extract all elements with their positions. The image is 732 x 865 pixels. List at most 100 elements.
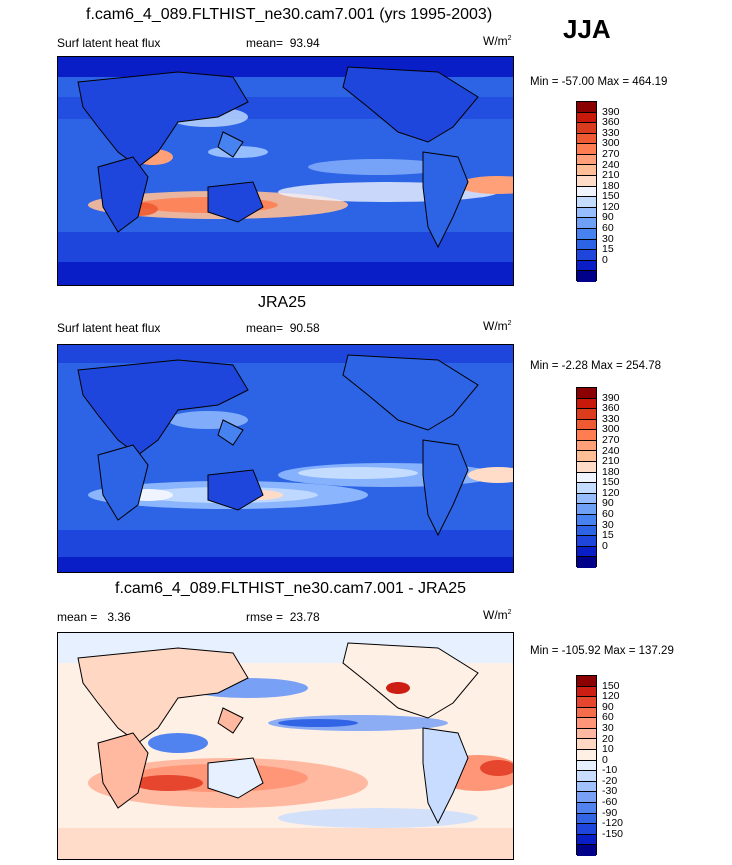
colorbar-swatch bbox=[577, 430, 596, 441]
colorbar-tick-label: 180 bbox=[602, 465, 620, 478]
colorbar-tick-label: 210 bbox=[602, 169, 620, 182]
panel3-mean: mean = 3.36 bbox=[57, 610, 131, 624]
colorbar-swatch bbox=[577, 760, 596, 772]
colorbar-tick-label: 210 bbox=[602, 455, 620, 468]
colorbar-tick-label: 60 bbox=[602, 222, 614, 235]
panel1-units-exp: 2 bbox=[507, 35, 512, 42]
colorbar-swatch bbox=[577, 504, 596, 515]
colorbar-tick-label: 20 bbox=[602, 732, 614, 745]
colorbar-tick-label: 240 bbox=[602, 444, 620, 457]
colorbar-swatch bbox=[577, 557, 596, 568]
colorbar-tick-label: 30 bbox=[602, 518, 614, 531]
colorbar-tick-label: 120 bbox=[602, 200, 620, 213]
colorbar-swatch bbox=[577, 440, 596, 452]
colorbar-swatch bbox=[577, 112, 596, 124]
colorbar-swatch bbox=[577, 409, 596, 420]
panel3-units-exp: 2 bbox=[507, 609, 512, 616]
colorbar-swatch bbox=[577, 260, 596, 272]
colorbar-swatch bbox=[577, 750, 596, 761]
colorbar-swatch bbox=[577, 462, 596, 473]
panel3-map bbox=[57, 632, 514, 860]
panel1-mean: mean= 93.94 bbox=[246, 36, 320, 50]
colorbar-tick-label: 150 bbox=[602, 679, 620, 692]
colorbar-tick-label: 180 bbox=[602, 179, 620, 192]
panel3-title: f.cam6_4_089.FLTHIST_ne30.cam7.001 - JRA… bbox=[115, 580, 466, 597]
panel2-units-exp: 2 bbox=[507, 320, 512, 327]
panel1-variable: Surf latent heat flux bbox=[57, 36, 161, 50]
colorbar-tick-label: 330 bbox=[602, 412, 620, 425]
colorbar-swatch bbox=[577, 813, 596, 825]
colorbar-tick-label: 0 bbox=[602, 253, 608, 266]
colorbar-swatch bbox=[577, 525, 596, 537]
colorbar-swatch bbox=[577, 133, 596, 145]
colorbar-swatch bbox=[577, 536, 596, 547]
panel3-minmax: Min = -105.92 Max = 137.29 bbox=[530, 645, 674, 657]
panel1-minmax: Min = -57.00 Max = 464.19 bbox=[530, 76, 668, 88]
colorbar-tick-label: 30 bbox=[602, 721, 614, 734]
colorbar-tick-label: 330 bbox=[602, 126, 620, 139]
panel2-variable: Surf latent heat flux bbox=[57, 321, 161, 335]
colorbar-swatch bbox=[577, 781, 596, 793]
panel3-units-base: W/m bbox=[483, 608, 508, 622]
colorbar-swatch bbox=[577, 676, 596, 687]
colorbar-tick-label: 270 bbox=[602, 433, 620, 446]
colorbar-swatch bbox=[577, 472, 596, 484]
panel3-rmse-value: 23.78 bbox=[289, 610, 320, 624]
season-label: JJA bbox=[563, 14, 611, 44]
colorbar-tick-label: 15 bbox=[602, 529, 614, 542]
colorbar-tick-label: -150 bbox=[602, 827, 624, 840]
colorbar-tick-label: 10 bbox=[602, 743, 614, 756]
colorbar-swatch bbox=[577, 697, 596, 708]
colorbar-tick-label: -120 bbox=[602, 817, 624, 830]
colorbar-swatch bbox=[577, 834, 596, 846]
colorbar-tick-label: 150 bbox=[602, 190, 620, 203]
colorbar-swatch bbox=[577, 845, 596, 856]
colorbar-swatch bbox=[577, 686, 596, 698]
colorbar-tick-label: 60 bbox=[602, 508, 614, 521]
panel2-units-base: W/m bbox=[483, 319, 508, 333]
colorbar-swatch bbox=[577, 197, 596, 208]
colorbar-tick-label: 0 bbox=[602, 753, 608, 766]
colorbar-swatch bbox=[577, 228, 596, 240]
panel2-units: W/m2 bbox=[483, 319, 512, 333]
colorbar-tick-label: 30 bbox=[602, 232, 614, 245]
colorbar-swatch bbox=[577, 186, 596, 198]
panel3-rmse-label: rmse = bbox=[246, 610, 284, 624]
colorbar-tick-label: -30 bbox=[602, 785, 618, 798]
panel2-mean: mean= 90.58 bbox=[246, 321, 320, 335]
colorbar-swatch bbox=[577, 250, 596, 261]
colorbar-swatch bbox=[577, 398, 596, 410]
colorbar-tick-label: 120 bbox=[602, 690, 620, 703]
colorbar-swatch bbox=[577, 771, 596, 782]
panel1-units: W/m2 bbox=[483, 34, 512, 48]
colorbar-tick-label: 300 bbox=[602, 137, 620, 150]
panel1-units-base: W/m bbox=[483, 34, 508, 48]
colorbar-tick-label: 300 bbox=[602, 423, 620, 436]
colorbar-swatch bbox=[577, 546, 596, 558]
colorbar-swatch bbox=[577, 388, 596, 399]
panel3-mean-label: mean = bbox=[57, 610, 98, 624]
colorbar-swatch bbox=[577, 802, 596, 814]
panel2-mean-label: mean= bbox=[246, 321, 284, 335]
panel1-mean-value: 93.94 bbox=[289, 36, 320, 50]
colorbar-tick-label: 90 bbox=[602, 211, 614, 224]
colorbar-tick-label: 390 bbox=[602, 105, 620, 118]
panel1-title: f.cam6_4_089.FLTHIST_ne30.cam7.001 (yrs … bbox=[86, 6, 493, 23]
colorbar-swatch bbox=[577, 792, 596, 803]
panel1-colorbar bbox=[576, 101, 597, 282]
colorbar-swatch bbox=[577, 207, 596, 219]
colorbar-swatch bbox=[577, 707, 596, 719]
panel3-colorbar bbox=[576, 675, 597, 856]
colorbar-tick-label: 360 bbox=[602, 116, 620, 129]
panel2-minmax: Min = -2.28 Max = 254.78 bbox=[530, 360, 662, 372]
colorbar-swatch bbox=[577, 218, 596, 229]
colorbar-swatch bbox=[577, 493, 596, 505]
colorbar-tick-label: -60 bbox=[602, 796, 618, 809]
colorbar-swatch bbox=[577, 239, 596, 251]
colorbar-swatch bbox=[577, 718, 596, 729]
colorbar-swatch bbox=[577, 154, 596, 166]
colorbar-swatch bbox=[577, 728, 596, 740]
panel1-mean-label: mean= bbox=[246, 36, 284, 50]
panel2-title: JRA25 bbox=[258, 294, 307, 311]
colorbar-tick-label: 150 bbox=[602, 476, 620, 489]
